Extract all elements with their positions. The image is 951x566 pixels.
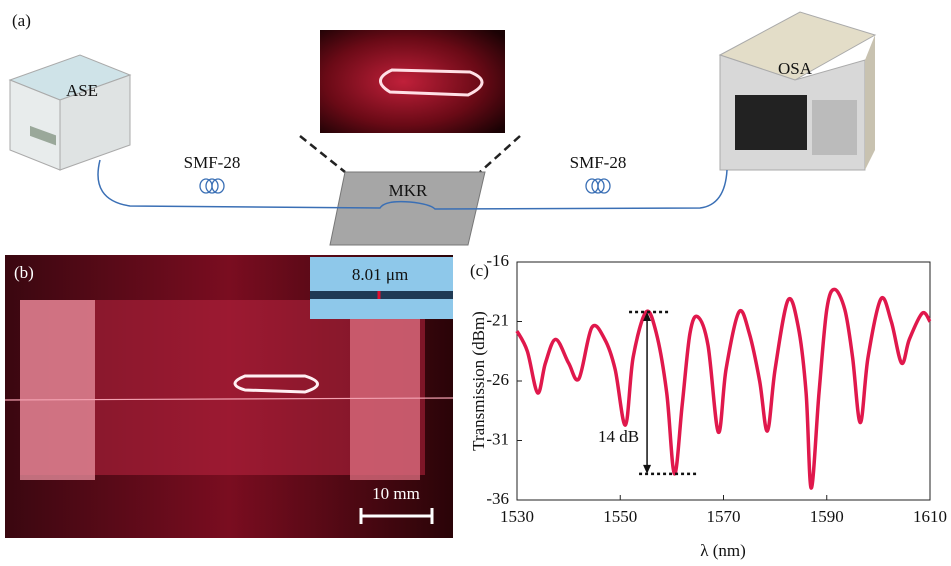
scale-label: 10 mm (372, 484, 420, 503)
diameter-label: 8.01 μm (352, 265, 408, 284)
y-tick-label: -21 (486, 310, 509, 329)
x-tick-label: 1530 (500, 507, 534, 526)
y-tick-label: -16 (486, 251, 509, 270)
x-tick-label: 1570 (707, 507, 741, 526)
fiber-label: SMF-28 (570, 153, 627, 172)
chip-label: MKR (389, 181, 428, 200)
zoom-line (480, 136, 520, 172)
zoom-line (300, 136, 345, 172)
y-tick-label: -31 (486, 429, 509, 448)
annotation: 14 dB (598, 427, 639, 446)
y-axis-title: Transmission (dBm) (469, 311, 488, 451)
arrow-head (643, 465, 651, 474)
resonator-photo (320, 30, 505, 133)
panel-label: (b) (14, 263, 34, 282)
x-tick-label: 1590 (810, 507, 844, 526)
x-tick-label: 1610 (913, 507, 947, 526)
figure: (a) ASE OSA MKR SMF-28 SMF-28 (b) 8.01 μ… (0, 0, 951, 566)
transmission-line (517, 289, 930, 488)
panel-label: (a) (12, 11, 31, 30)
y-tick-label: -36 (486, 489, 509, 508)
y-tick-label: -26 (486, 370, 509, 389)
holder (350, 300, 420, 480)
device-label: ASE (66, 81, 98, 100)
osa-device (720, 12, 875, 170)
x-axis-title: λ (nm) (700, 541, 746, 560)
ase-device (10, 55, 130, 170)
device-label: OSA (778, 59, 813, 78)
fiber-image (310, 291, 453, 299)
fiber-label: SMF-28 (184, 153, 241, 172)
holder (20, 300, 95, 480)
x-tick-label: 1550 (603, 507, 637, 526)
